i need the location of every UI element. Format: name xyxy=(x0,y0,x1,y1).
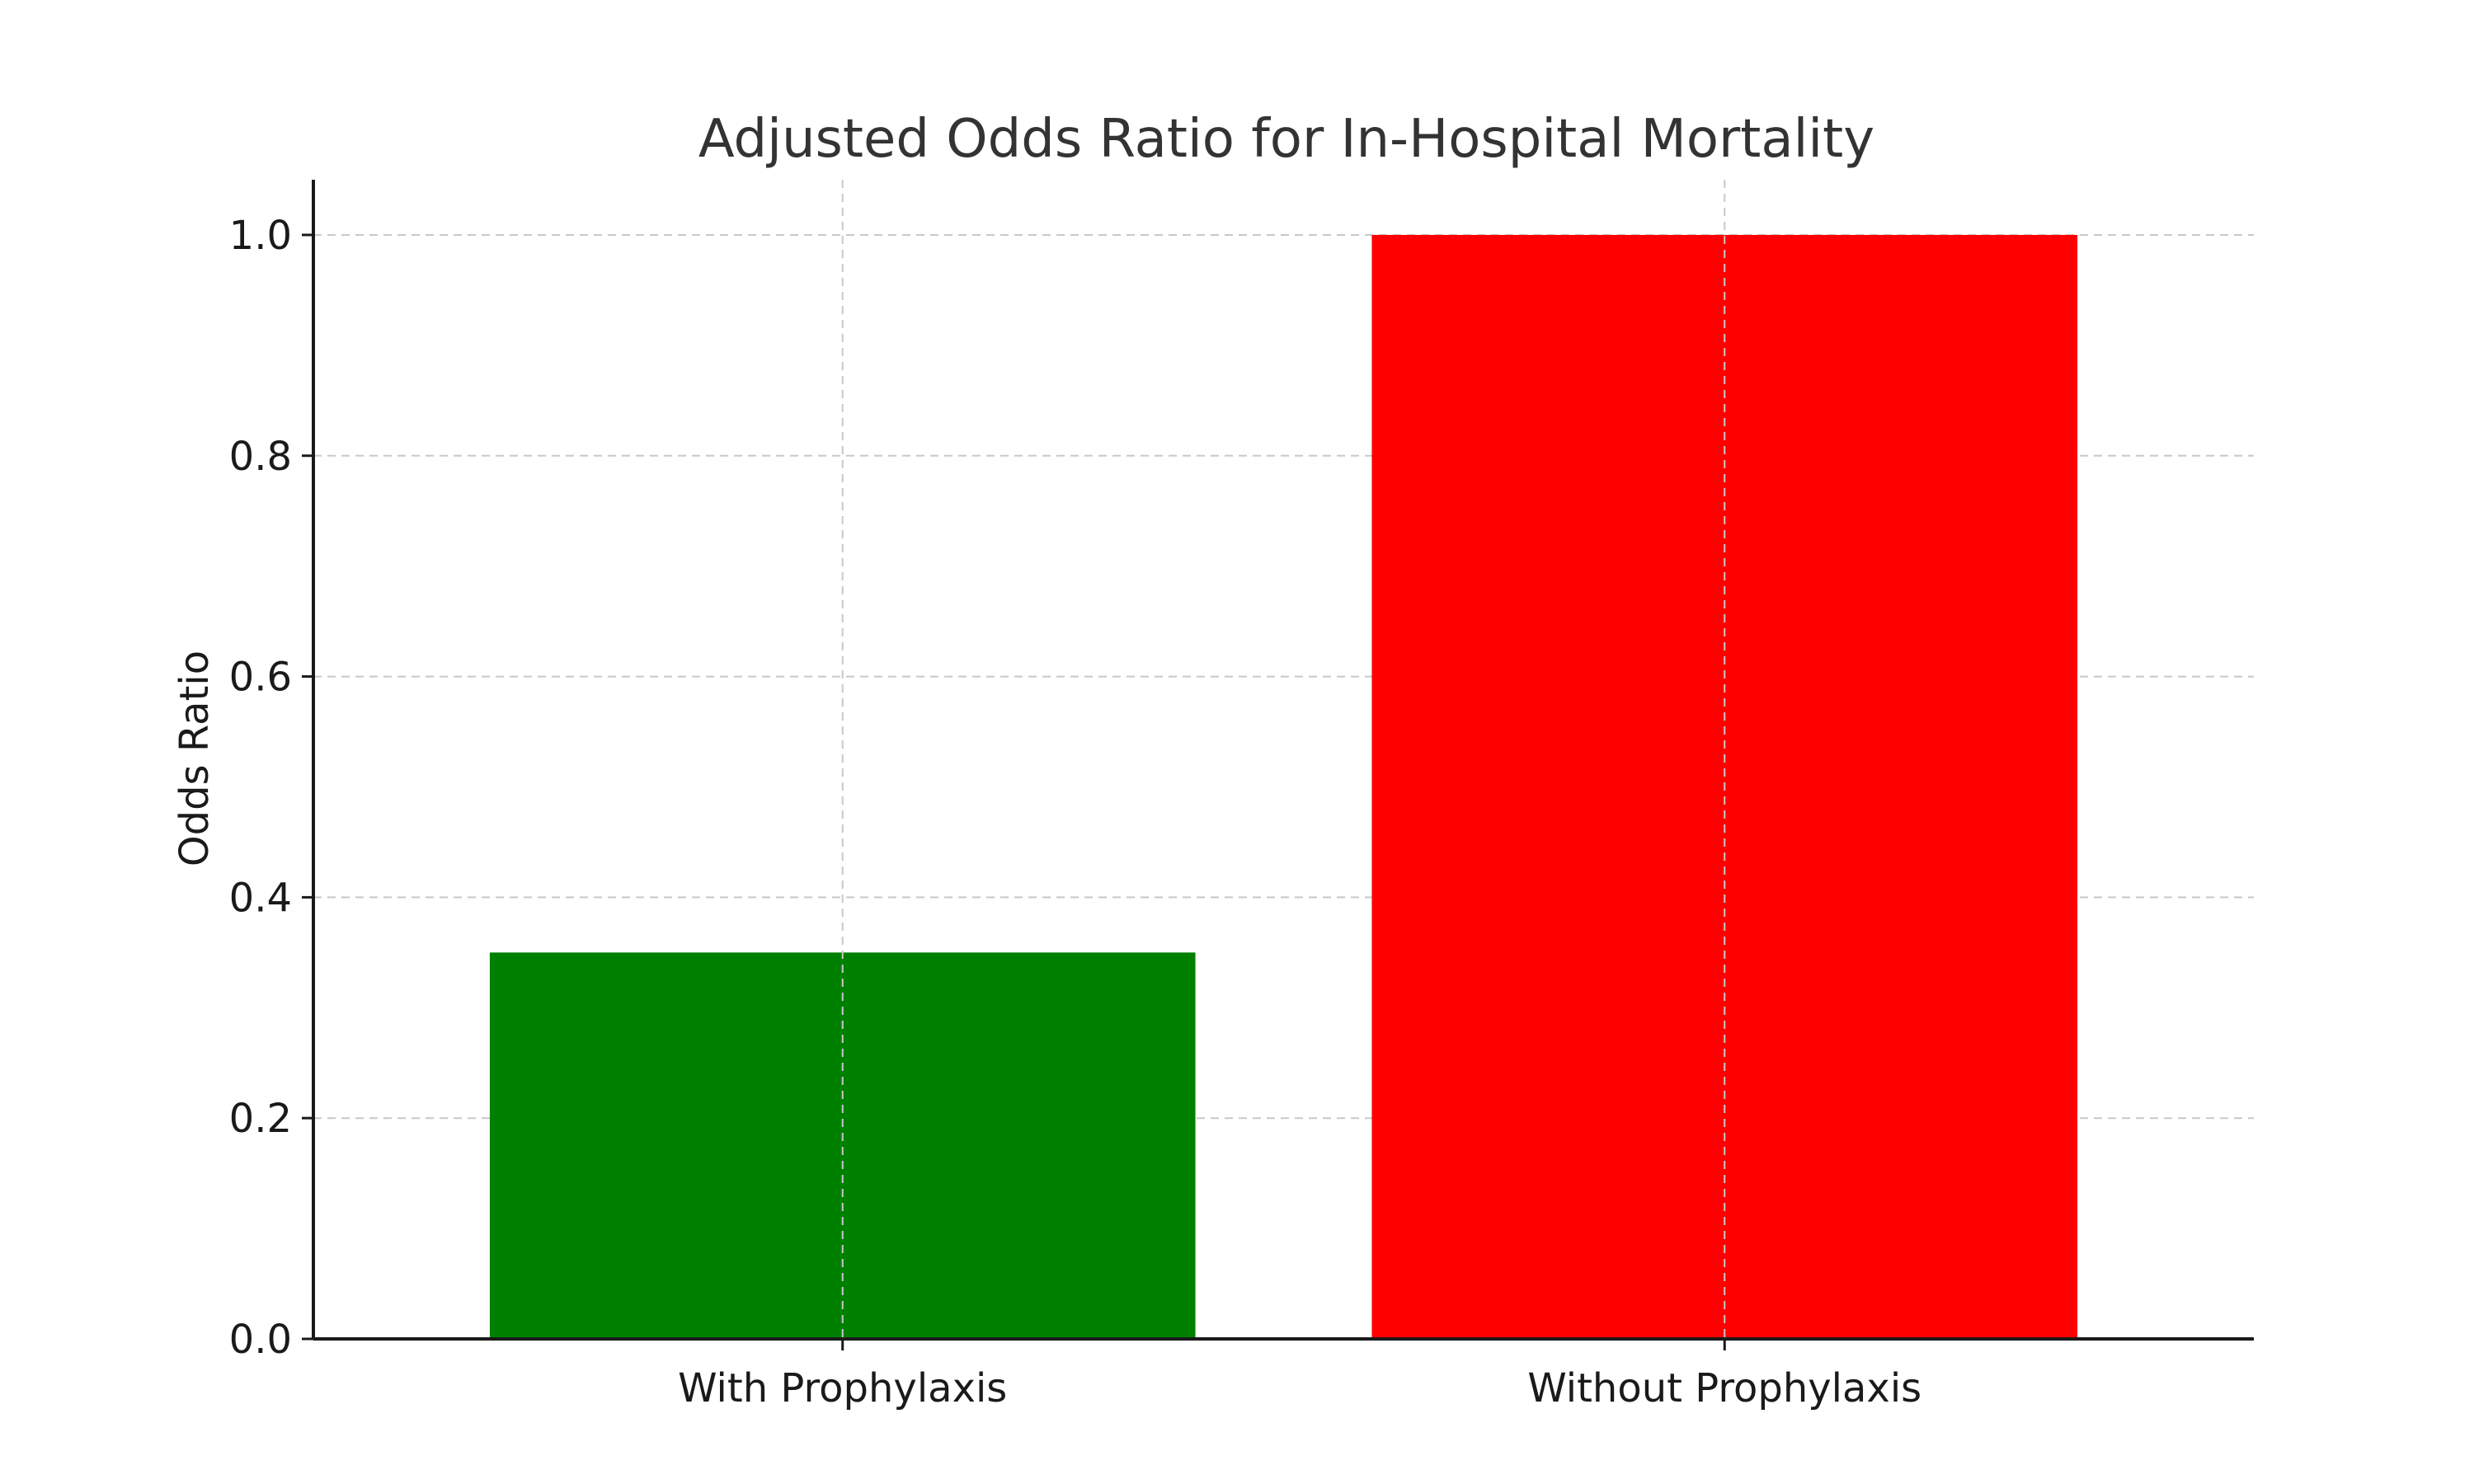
y-tick-label: 0.0 xyxy=(229,1317,292,1363)
y-tick-label: 0.2 xyxy=(229,1096,292,1142)
y-tick-label: 0.8 xyxy=(229,434,292,480)
tick-labels: 0.0 0.2 0.4 0.6 0.8 1.0 With Prophylaxis Withou… xyxy=(229,213,1922,1411)
chart-title: Adjusted Odds Ratio for In-Hospital Mort… xyxy=(698,109,1874,170)
x-tick-label: Without Prophylaxis xyxy=(1527,1365,1921,1411)
x-tick-label: With Prophylaxis xyxy=(678,1365,1007,1411)
y-tick-label: 1.0 xyxy=(229,213,292,259)
y-tick-label: 0.4 xyxy=(229,875,292,921)
axes xyxy=(302,180,2254,1350)
y-tick-label: 0.6 xyxy=(229,655,292,701)
y-axis-label: Odds Ratio xyxy=(172,650,218,866)
vertical-grid-lines xyxy=(841,180,1726,1339)
bars xyxy=(489,234,2078,1339)
